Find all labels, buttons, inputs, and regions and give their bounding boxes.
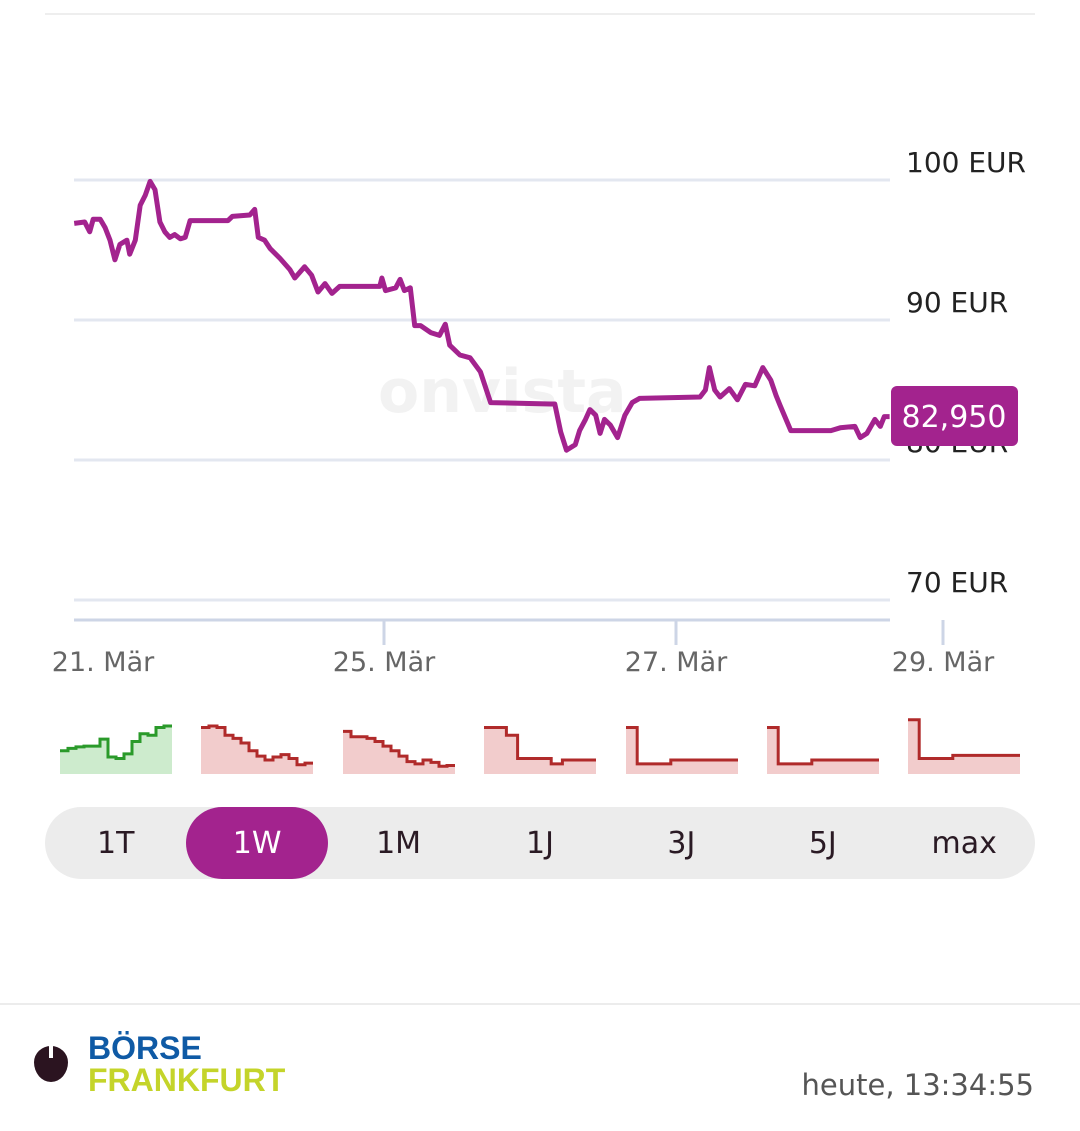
sparkline-line: [908, 718, 1020, 760]
tab-1T[interactable]: 1T: [97, 825, 135, 861]
y-tick-label: 90 EUR: [906, 286, 1008, 319]
y-tick-label: 70 EUR: [906, 566, 1008, 599]
x-tick-label: 27. Mär: [625, 647, 728, 678]
last-price-label: 82,950: [902, 400, 1007, 435]
x-tick-label: 29. Mär: [892, 647, 995, 678]
sparkline-5J[interactable]: [767, 712, 879, 774]
sparkline-area: [484, 727, 596, 774]
x-tick-label: 21. Mär: [52, 647, 155, 678]
sparkline-max[interactable]: [908, 712, 1020, 774]
price-line: [73, 178, 890, 453]
logo-line-2: FRANKFURT: [88, 1062, 286, 1098]
tab-3J[interactable]: 3J: [667, 825, 696, 861]
tab-1M[interactable]: 1M: [376, 825, 422, 861]
sparkline-line: [626, 726, 738, 766]
sparkline-line: [201, 724, 313, 767]
sparkline-area: [908, 719, 1020, 774]
y-tick-label: 100 EUR: [906, 146, 1026, 179]
sparkline-3J[interactable]: [626, 712, 738, 774]
sparkline-area: [201, 725, 313, 774]
sparkline-area: [767, 727, 879, 774]
sparkline-1M[interactable]: [343, 712, 455, 774]
x-tick-label: 25. Mär: [333, 647, 436, 678]
tab-1W[interactable]: 1W: [186, 807, 328, 879]
sparkline-line: [484, 726, 596, 766]
tab-5J[interactable]: 5J: [808, 825, 837, 861]
tab-max[interactable]: max: [931, 825, 997, 861]
boerse-logo-icon: [34, 1046, 68, 1082]
sparkline-area: [626, 727, 738, 774]
timestamp: heute, 13:34:55: [801, 1068, 1035, 1102]
sparkline-line: [60, 724, 172, 760]
footer-divider: [0, 1003, 1080, 1005]
period-tabs: 1T 1W 1M 1J 3J 5J max: [45, 807, 1035, 879]
logo-line-1: BÖRSE: [88, 1030, 202, 1066]
sparkline-area: [60, 725, 172, 774]
last-price-badge: [891, 386, 1018, 446]
sparkline-line: [767, 726, 879, 766]
sparkline-1J[interactable]: [484, 712, 596, 774]
boerse-frankfurt-logo: BÖRSE FRANKFURT: [34, 1032, 285, 1096]
tab-1J[interactable]: 1J: [526, 825, 554, 861]
sparkline-1W[interactable]: [201, 712, 313, 774]
sparkline-1T[interactable]: [60, 712, 172, 774]
sparkline-line: [343, 729, 455, 768]
